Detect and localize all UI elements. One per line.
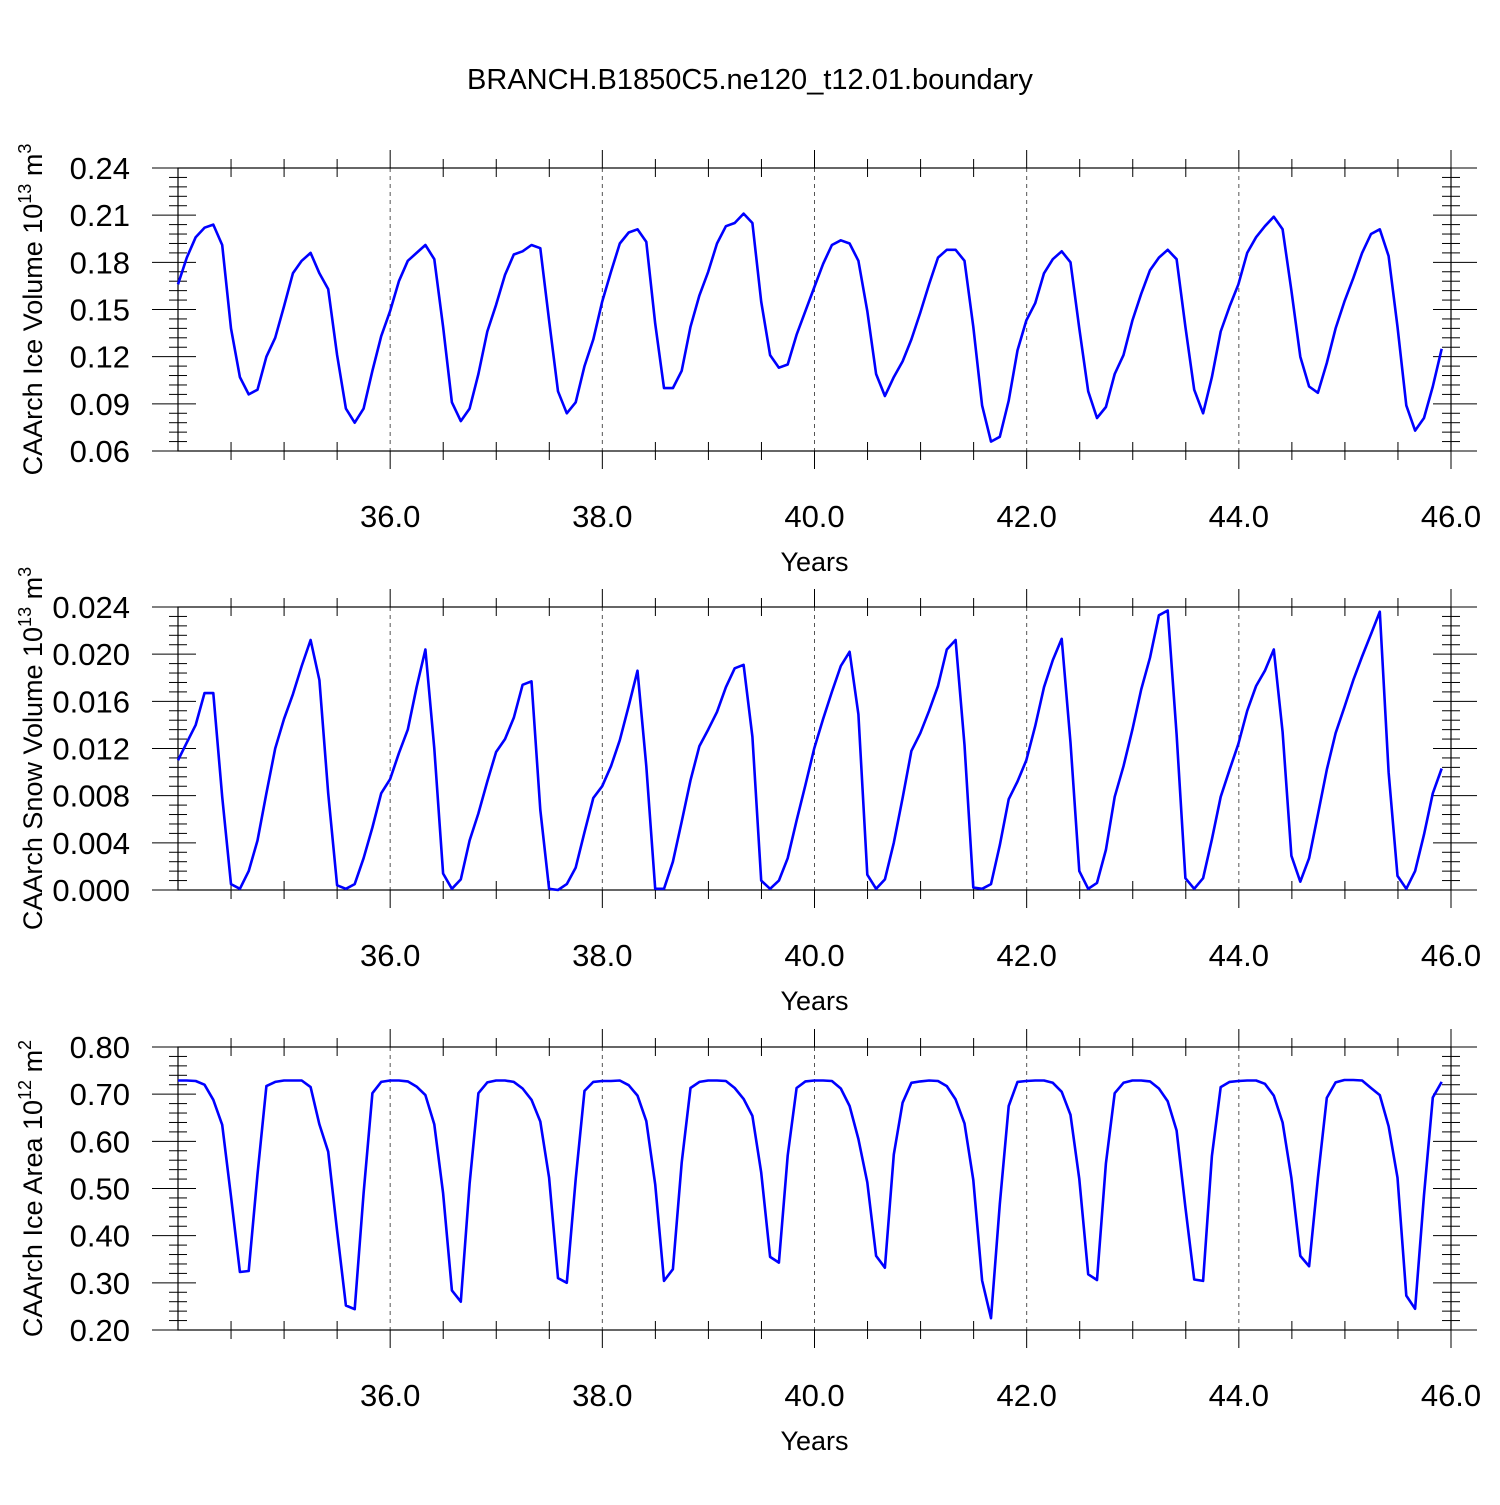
x-tick-label: 36.0 [360,499,420,534]
x-tick-label: 36.0 [360,1378,420,1413]
y-tick-label: 0.18 [70,245,130,280]
x-tick-label: 38.0 [572,499,632,534]
x-tick-label: 38.0 [572,938,632,973]
x-tick-label: 46.0 [1421,499,1481,534]
y-tick-label: 0.21 [70,198,130,233]
y-tick-label: 0.24 [70,151,130,186]
x-tick-label: 44.0 [1209,1378,1269,1413]
y-tick-label: 0.60 [70,1124,130,1159]
y-tick-label: 0.004 [52,826,130,861]
x-tick-label: 46.0 [1421,1378,1481,1413]
chart-panel-1: 36.0 38.0 40.0 42.0 44.0 46.0 0.06 0.09 0.12 0.15… [15,144,1481,577]
y-tick-label: 0.016 [52,684,130,719]
y-tick-label: 0.012 [52,732,130,767]
x-tick-label: 40.0 [784,499,844,534]
x-tick-label: 38.0 [572,1378,632,1413]
x-tick-label: 42.0 [996,938,1056,973]
y-axis-label: CAArch Snow Volume 1013 m3 [15,567,48,930]
chart-panel-2: 36.0 38.0 40.0 42.0 44.0 46.0 0.000 0.004 0.008 0… [15,567,1481,1016]
series-line [178,1078,1443,1320]
y-axis-label: CAArch Ice Volume 1013 m3 [15,144,48,476]
x-tick-label: 36.0 [360,938,420,973]
y-tick-label: 0.70 [70,1077,130,1112]
plot-frame [177,167,1452,452]
y-tick-label: 0.008 [52,779,130,814]
figure-title: BRANCH.B1850C5.ne120_t12.01.boundary [467,64,1033,96]
x-axis-label: Years [780,1426,848,1456]
x-tick-label: 42.0 [996,1378,1056,1413]
series-line [176,609,1443,892]
y-tick-label: 0.40 [70,1219,130,1254]
y-tick-label: 0.15 [70,293,130,328]
y-tick-label: 0.024 [52,590,130,625]
x-tick-label: 40.0 [784,1378,844,1413]
x-tick-label: 42.0 [996,499,1056,534]
y-tick-label: 0.50 [70,1172,130,1207]
chart-panel-3: 36.0 38.0 40.0 42.0 44.0 46.0 0.20 0.30 0.40 0.50… [15,1029,1481,1456]
x-axis-label: Years [780,986,848,1016]
y-tick-label: 0.000 [52,873,130,908]
series-line [176,212,1443,443]
x-tick-label: 46.0 [1421,938,1481,973]
plot-frame [177,606,1452,891]
y-tick-label: 0.20 [70,1313,130,1348]
y-tick-label: 0.30 [70,1266,130,1301]
plot-frame [177,1046,1452,1331]
y-tick-label: 0.020 [52,637,130,672]
x-tick-label: 40.0 [784,938,844,973]
x-axis-label: Years [780,547,848,577]
y-axis-label: CAArch Ice Area 1012 m2 [15,1040,48,1337]
y-tick-label: 0.12 [70,340,130,375]
y-tick-label: 0.80 [70,1030,130,1065]
x-tick-label: 44.0 [1209,499,1269,534]
y-tick-label: 0.09 [70,387,130,422]
x-tick-label: 44.0 [1209,938,1269,973]
y-tick-label: 0.06 [70,434,130,469]
